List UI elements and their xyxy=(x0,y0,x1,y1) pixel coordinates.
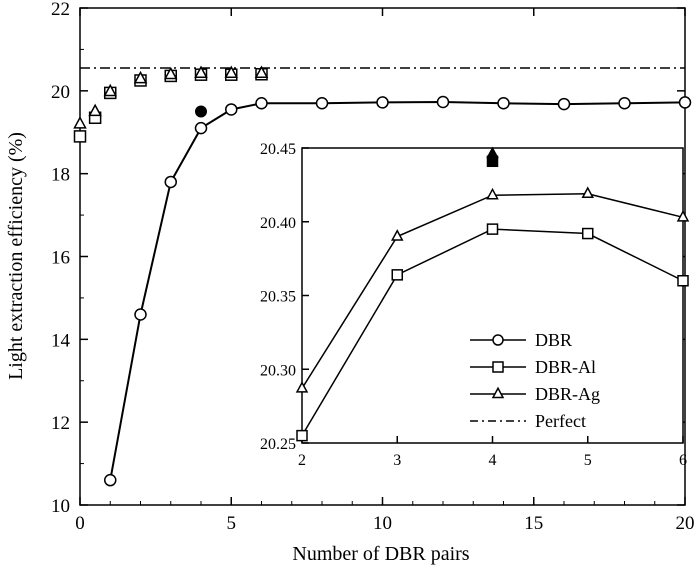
inset-point-dbr-ag xyxy=(486,187,499,200)
main-chart: 0 5 10 15 20 10 12 14 16 18 20 22 xyxy=(51,0,695,534)
inset-x-tick-label: 5 xyxy=(584,452,592,469)
x-tick-label: 10 xyxy=(373,513,392,534)
point-dbr xyxy=(164,175,177,189)
y-tick-label: 22 xyxy=(51,0,70,20)
point-dbr-ag xyxy=(103,83,118,97)
inset-point-dbr-al xyxy=(677,275,689,287)
legend-marker-dbr xyxy=(492,334,504,346)
point-dbr-al xyxy=(73,130,87,143)
point-dbr-ag xyxy=(224,65,239,79)
point-dbr-ag xyxy=(194,65,208,79)
inset-point-dbr-al xyxy=(486,223,499,235)
point-dbr-ag xyxy=(133,70,148,84)
legend-marker-dbr-al xyxy=(492,361,504,373)
point-dbr xyxy=(194,121,208,135)
legend-label-dbr-al: DBR-Al xyxy=(535,357,596,377)
inset-y-tick-label: 20.45 xyxy=(260,141,296,158)
inset-y-tick-label: 20.35 xyxy=(260,289,296,306)
legend-label-dbr-ag: DBR-Ag xyxy=(535,384,600,404)
inset-x-tick-label: 6 xyxy=(679,452,687,469)
y-tick-label: 18 xyxy=(51,165,70,186)
inset-y-tick-label: 20.40 xyxy=(260,215,296,232)
legend-label-perfect: Perfect xyxy=(535,411,586,431)
x-tick-label: 5 xyxy=(227,513,237,534)
inset-highlight-square xyxy=(486,155,499,168)
inset-point-dbr-al xyxy=(391,269,403,281)
y-tick-label: 16 xyxy=(51,248,70,269)
inset-chart: 2 3 4 5 6 20.25 20.30 20.35 20.40 20.45 xyxy=(260,141,690,469)
point-dbr-ag xyxy=(73,116,87,129)
point-dbr xyxy=(678,96,692,109)
point-dbr-ag xyxy=(254,65,269,79)
x-tick-label: 15 xyxy=(524,513,543,534)
inset-point-dbr-ag xyxy=(390,229,404,241)
point-dbr xyxy=(436,95,450,109)
point-dbr xyxy=(134,308,147,321)
inset-x-tick-label: 4 xyxy=(489,452,497,469)
inset-point-dbr-ag xyxy=(295,381,309,393)
point-dbr xyxy=(104,473,117,487)
highlight-point xyxy=(195,105,207,118)
legend: DBR DBR-Al DBR-Ag Perfect xyxy=(470,330,600,431)
y-tick-label: 12 xyxy=(51,413,70,434)
inset-point-dbr-ag xyxy=(676,209,690,222)
inset-y-tick-label: 20.30 xyxy=(260,362,296,379)
y-tick-label: 20 xyxy=(51,82,70,103)
point-dbr xyxy=(618,97,631,110)
point-dbr xyxy=(225,103,238,116)
inset-y-tick-label: 20.25 xyxy=(260,436,296,453)
inset-point-dbr-al xyxy=(296,429,308,442)
inset-point-dbr-ag xyxy=(581,186,595,198)
legend-marker-dbr-ag xyxy=(491,386,505,399)
inset-point-dbr-al xyxy=(582,227,594,240)
inset-x-tick-label: 2 xyxy=(298,452,306,469)
inset-x-tick-label: 3 xyxy=(393,452,401,469)
y-tick-label: 14 xyxy=(51,330,71,351)
y-axis-label: Light extraction efficiency (%) xyxy=(5,132,27,380)
point-dbr-ag xyxy=(163,66,178,80)
legend-label-dbr: DBR xyxy=(535,330,572,350)
x-tick-label: 0 xyxy=(75,513,85,534)
point-dbr xyxy=(557,97,571,111)
x-tick-label: 20 xyxy=(676,513,695,534)
point-dbr xyxy=(497,97,510,110)
x-axis-label: Number of DBR pairs xyxy=(292,543,469,565)
point-dbr xyxy=(255,97,268,110)
point-dbr xyxy=(376,96,389,109)
point-dbr xyxy=(315,97,329,110)
point-dbr-ag xyxy=(88,103,102,117)
y-tick-label: 10 xyxy=(51,496,70,517)
